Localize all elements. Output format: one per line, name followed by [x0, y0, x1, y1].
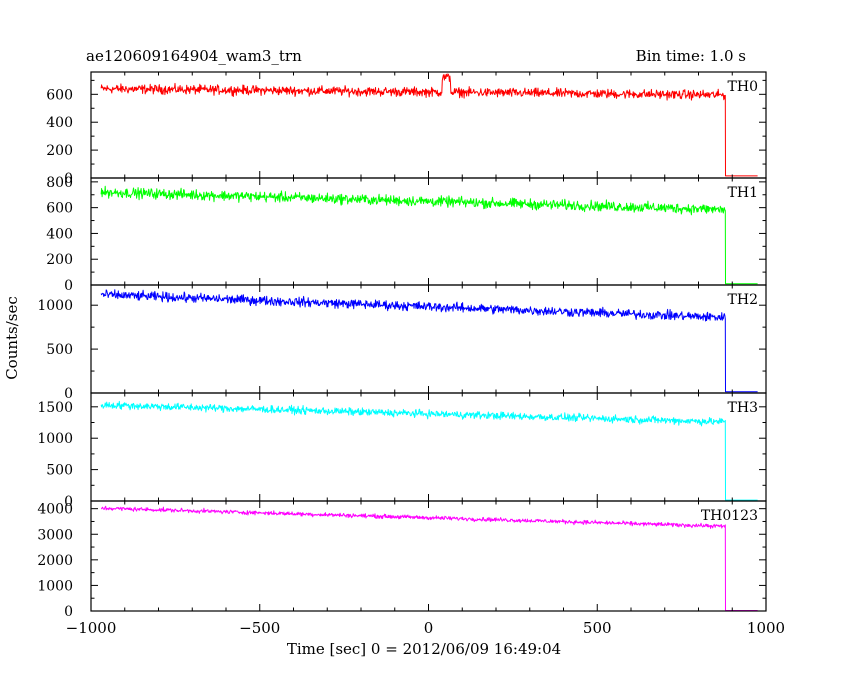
y-tick-label: 0 — [64, 171, 73, 187]
panel-frame — [90, 500, 767, 612]
y-tick-label: 0 — [64, 278, 73, 294]
panel-th3: 0 500 1000 1500 TH3 — [37, 392, 767, 510]
y-tick-label: 2000 — [37, 553, 73, 569]
y-tick-label: 1000 — [37, 431, 73, 447]
x-tick-label: −1000 — [66, 619, 117, 637]
y-tick-label: 1000 — [37, 578, 73, 594]
panel-label: TH2 — [728, 292, 758, 308]
x-tick-label: −500 — [239, 619, 280, 637]
x-tick-label: 1000 — [747, 619, 785, 637]
y-tick-label: 1000 — [37, 298, 73, 314]
y-tick-label: 600 — [46, 87, 73, 103]
y-tick-label: 200 — [46, 252, 73, 268]
y-tick-label: 600 — [46, 201, 73, 217]
y-tick-label: 4000 — [37, 502, 73, 518]
panel-th0123: 0 1000 2000 3000 4000 TH0123 — [37, 500, 767, 620]
series-line-th2 — [100, 289, 758, 393]
series-line-th0 — [100, 73, 758, 177]
panel-label: TH1 — [728, 185, 758, 201]
panel-th1: 0 200 400 600 800 TH1 — [46, 175, 767, 294]
y-axis-label: Counts/sec — [3, 296, 21, 380]
panels-group: 0 200 400 600 TH0 0 200 400 600 800 TH1 0 500 1000 TH2… — [37, 71, 785, 637]
chart-title: ae120609164904_wam3_trn — [86, 47, 302, 65]
x-axis-label: Time [sec] 0 = 2012/06/09 16:49:04 — [287, 640, 561, 658]
panel-frame — [90, 392, 767, 502]
y-tick-label: 400 — [46, 226, 73, 242]
panel-label: TH0 — [728, 79, 758, 95]
series-line-th1 — [100, 185, 758, 285]
series-line-th0123 — [101, 505, 758, 611]
bin-time-label: Bin time: 1.0 s — [636, 47, 746, 65]
series-line-th3 — [100, 400, 758, 501]
panel-label: TH0123 — [701, 508, 758, 524]
y-tick-label: 0 — [64, 386, 73, 402]
x-tick-label: 0 — [424, 619, 434, 637]
y-tick-label: 500 — [46, 463, 73, 479]
panel-th2: 0 500 1000 TH2 — [37, 284, 767, 402]
panel-label: TH3 — [728, 400, 758, 416]
y-tick-label: 3000 — [37, 527, 73, 543]
y-tick-label: 0 — [64, 604, 73, 620]
x-tick-label: 500 — [583, 619, 612, 637]
y-tick-label: 800 — [46, 175, 73, 191]
y-tick-label: 1500 — [37, 400, 73, 416]
panel-th0: 0 200 400 600 TH0 — [46, 71, 767, 187]
y-tick-label: 500 — [46, 342, 73, 358]
y-tick-label: 200 — [46, 143, 73, 159]
y-tick-label: 0 — [64, 494, 73, 510]
y-tick-label: 400 — [46, 115, 73, 131]
panel-frame — [90, 71, 767, 179]
